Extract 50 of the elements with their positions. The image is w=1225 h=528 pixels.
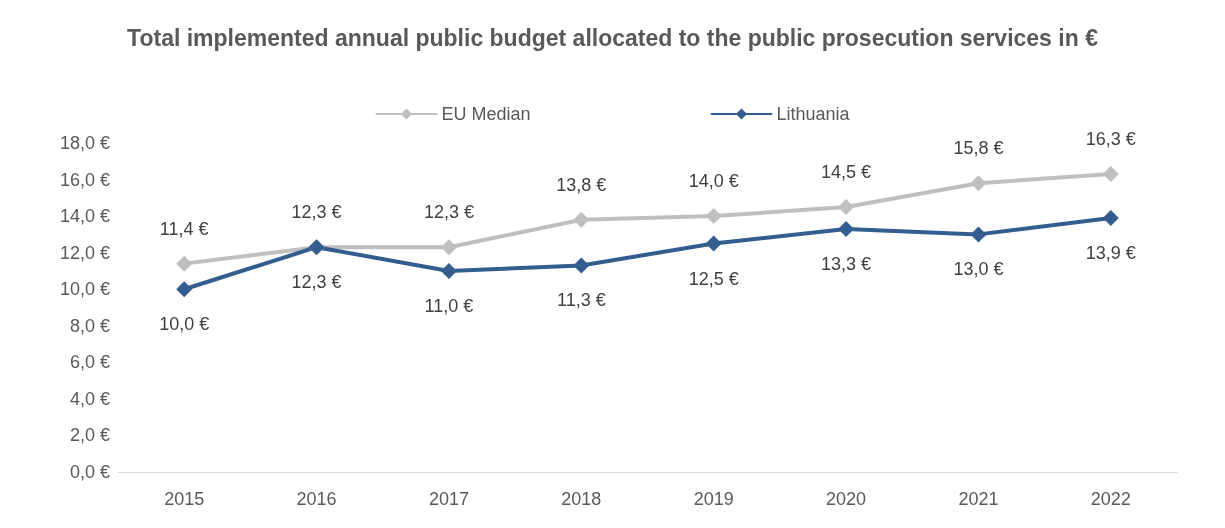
point (970, 175, 987, 192)
point (1102, 166, 1119, 183)
x-tick-label: 2016 (296, 489, 337, 509)
y-tick-label: 18,0 € (59, 133, 110, 153)
data-label: 12,3 € (291, 272, 342, 293)
data-label: 12,5 € (688, 268, 739, 289)
data-label: 14,0 € (688, 171, 739, 192)
point (573, 257, 590, 274)
x-tick-label: 2015 (164, 489, 205, 509)
data-label: 13,8 € (556, 174, 607, 195)
y-tick-label: 14,0 € (59, 206, 110, 227)
data-label: 13,0 € (953, 259, 1004, 280)
chart-title: Total implemented annual public budget allocated to the public prosecution services in € (127, 25, 1099, 51)
data-label: 12,3 € (291, 202, 342, 223)
data-label: 13,3 € (821, 253, 872, 274)
legend-label: Lithuania (776, 104, 851, 124)
point (838, 198, 855, 215)
y-tick-label: 0,0 € (69, 462, 110, 482)
x-tick-label: 2022 (1090, 489, 1131, 509)
point (176, 255, 193, 272)
y-tick-label: 6,0 € (69, 352, 110, 373)
point (1102, 209, 1119, 226)
point (970, 226, 987, 243)
y-tick-label: 4,0 € (69, 388, 110, 409)
data-label: 12,3 € (423, 202, 474, 223)
data-label: 14,5 € (821, 161, 872, 182)
data-label: 13,9 € (1085, 242, 1136, 263)
data-label: 10,0 € (159, 314, 210, 335)
data-label: 11,3 € (556, 290, 606, 311)
y-tick-label: 8,0 € (69, 315, 110, 336)
x-tick-label: 2020 (826, 489, 867, 509)
point (838, 220, 855, 237)
y-tick-label: 2,0 € (69, 425, 110, 446)
data-label: 16,3 € (1085, 129, 1136, 150)
point (176, 281, 193, 298)
y-tick-label: 10,0 € (59, 279, 110, 300)
x-tick-label: 2021 (958, 489, 999, 509)
y-tick-label: 16,0 € (59, 169, 110, 190)
y-tick-label: 12,0 € (59, 242, 110, 263)
point (705, 208, 722, 225)
point (440, 262, 457, 279)
x-tick-label: 2018 (561, 489, 602, 509)
x-tick-label: 2017 (428, 489, 469, 509)
x-tick-label: 2019 (693, 489, 734, 509)
data-label: 11,0 € (424, 295, 474, 316)
data-label: 11,4 € (159, 218, 209, 239)
legend-label: EU Median (441, 104, 531, 124)
point (705, 235, 722, 252)
point (573, 211, 590, 228)
data-label: 15,8 € (953, 138, 1004, 159)
